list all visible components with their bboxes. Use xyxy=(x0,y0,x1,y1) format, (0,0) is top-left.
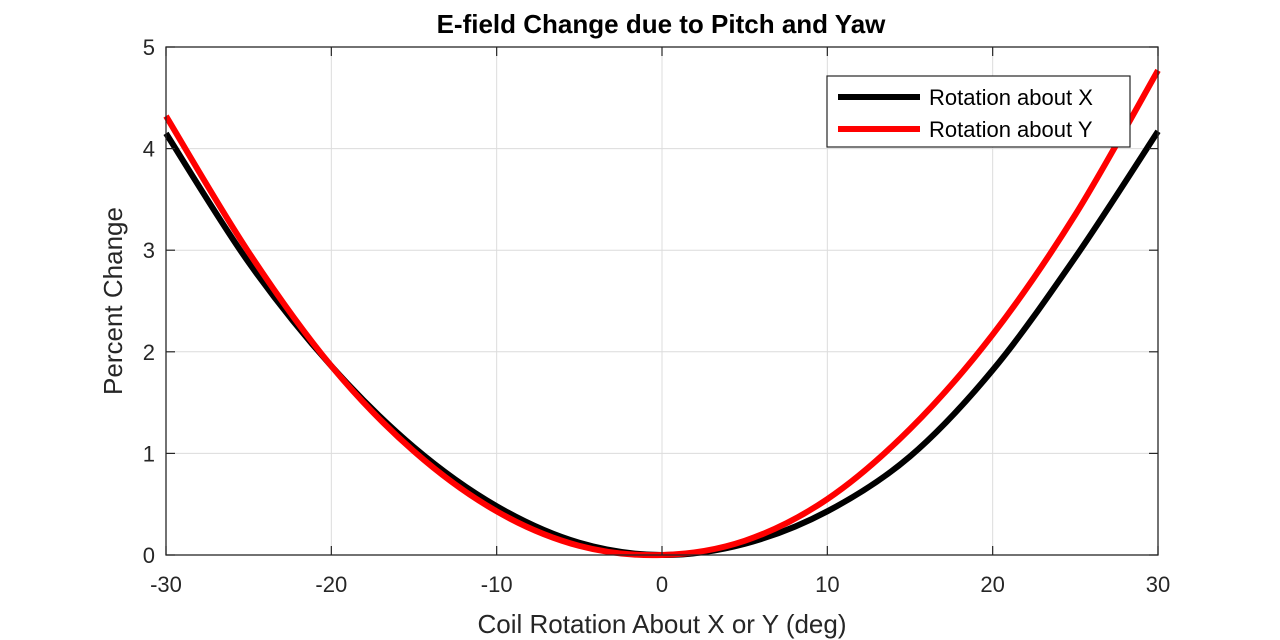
legend-box xyxy=(826,75,1131,148)
y-tick-label: 5 xyxy=(143,35,155,60)
x-tick-label: 20 xyxy=(980,572,1004,597)
x-tick-label: 10 xyxy=(815,572,839,597)
y-tick-label: 0 xyxy=(143,543,155,568)
x-tick-label: -10 xyxy=(481,572,513,597)
y-tick-label: 1 xyxy=(143,441,155,466)
x-tick-label: 30 xyxy=(1146,572,1170,597)
y-tick-label: 2 xyxy=(143,340,155,365)
grid xyxy=(166,47,1158,555)
legend-label-rotation-x: Rotation about X xyxy=(929,85,1093,110)
x-tick-label: -30 xyxy=(150,572,182,597)
legend: Rotation about X Rotation about Y xyxy=(826,75,1131,148)
legend-label-rotation-y: Rotation about Y xyxy=(929,117,1093,142)
axis-ticks: -30 -20 -10 0 10 20 30 0 1 2 3 4 5 xyxy=(143,35,1170,597)
chart-title: E-field Change due to Pitch and Yaw xyxy=(437,9,887,39)
x-axis-title: Coil Rotation About X or Y (deg) xyxy=(477,609,846,639)
x-tick-label: 0 xyxy=(656,572,668,597)
x-tick-label: -20 xyxy=(315,572,347,597)
y-tick-label: 3 xyxy=(143,238,155,263)
y-tick-label: 4 xyxy=(143,137,155,162)
y-axis-title: Percent Change xyxy=(98,207,128,395)
